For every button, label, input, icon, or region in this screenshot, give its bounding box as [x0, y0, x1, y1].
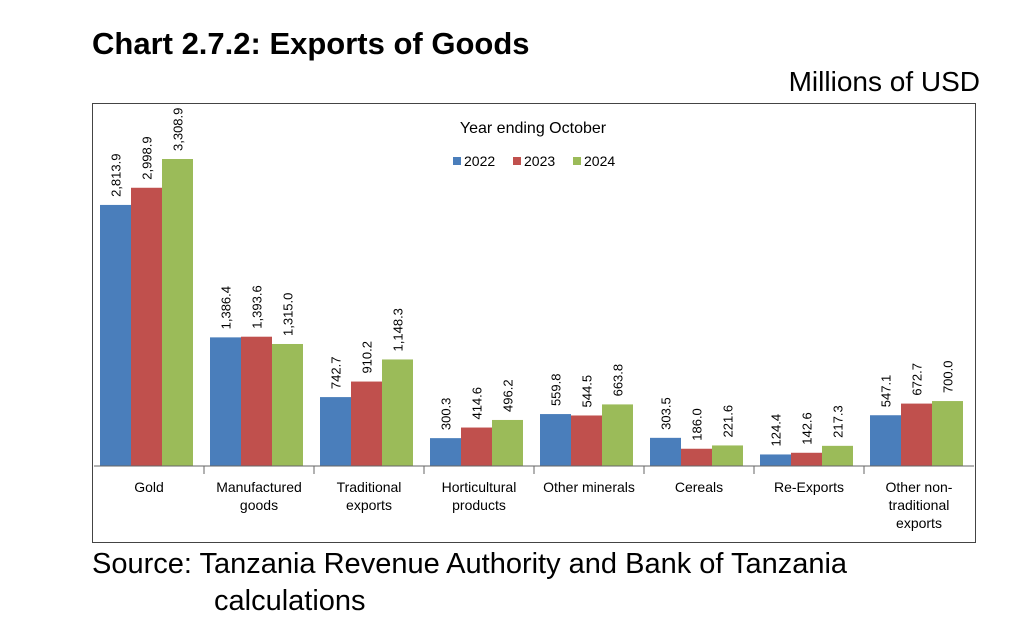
- legend-swatch-2023: [513, 157, 521, 165]
- data-label-2024-0: 3,308.9: [171, 108, 186, 151]
- data-label-2024-6: 217.3: [831, 405, 846, 438]
- legend-label-2023: 2023: [524, 153, 555, 169]
- source-line-2: calculations: [214, 585, 366, 617]
- data-label-2024-4: 663.8: [611, 364, 626, 397]
- data-label-2023-7: 672.7: [910, 363, 925, 396]
- units-label: Millions of USD: [788, 66, 980, 97]
- data-label-2023-0: 2,998.9: [140, 136, 155, 179]
- bar-2022-7: [870, 415, 901, 466]
- data-label-2023-4: 544.5: [580, 375, 595, 408]
- bar-2023-3: [461, 427, 492, 466]
- data-label-2022-0: 2,813.9: [109, 154, 124, 197]
- category-label-2-0: Traditional: [337, 479, 402, 495]
- data-label-2022-5: 303.5: [659, 397, 674, 430]
- legend-label-2024: 2024: [584, 153, 615, 169]
- category-label-1-0: Manufactured: [216, 479, 302, 495]
- category-label-7-0: Other non-: [886, 479, 953, 495]
- data-label-2023-1: 1,393.6: [250, 285, 265, 328]
- bar-2022-5: [650, 437, 681, 466]
- data-label-2022-1: 1,386.4: [219, 286, 234, 329]
- data-label-2024-1: 1,315.0: [281, 293, 296, 336]
- bar-2024-5: [712, 445, 743, 466]
- bar-2022-6: [760, 454, 791, 466]
- bar-2024-1: [272, 343, 303, 466]
- bar-2023-6: [791, 452, 822, 466]
- legend-swatch-2024: [573, 157, 581, 165]
- data-label-2022-7: 547.1: [879, 375, 894, 408]
- category-label-0-0: Gold: [134, 479, 164, 495]
- bar-2023-1: [241, 336, 272, 466]
- bar-2024-0: [162, 159, 193, 466]
- bar-2023-2: [351, 381, 382, 466]
- bar-2023-7: [901, 403, 932, 466]
- bar-chart: Year ending October 2022 2023 2024 2,813.9 2,…: [94, 108, 974, 531]
- bar-2024-2: [382, 359, 413, 466]
- bar-2023-5: [681, 448, 712, 466]
- category-label-3-1: products: [452, 497, 506, 513]
- source-line-1: Source: Tanzania Revenue Authority and B…: [92, 548, 848, 580]
- bar-2022-4: [540, 414, 571, 466]
- data-label-2024-7: 700.0: [941, 361, 956, 394]
- bar-2022-0: [100, 204, 131, 466]
- bar-2024-4: [602, 404, 633, 466]
- data-label-2023-5: 186.0: [690, 408, 705, 441]
- data-label-2023-2: 910.2: [360, 341, 375, 374]
- bar-2023-4: [571, 415, 602, 466]
- data-label-2022-6: 124.4: [769, 414, 784, 447]
- category-label-4-0: Other minerals: [543, 479, 635, 495]
- category-label-2-1: exports: [346, 497, 392, 513]
- data-label-2024-2: 1,148.3: [391, 308, 406, 351]
- data-label-2023-6: 142.6: [800, 412, 815, 445]
- data-label-2024-5: 221.6: [721, 405, 736, 438]
- source-note: Source: Tanzania Revenue Authority and B…: [92, 546, 847, 620]
- data-label-2022-3: 300.3: [439, 398, 454, 431]
- category-label-7-1: traditional: [889, 497, 950, 513]
- chart-title: Chart 2.7.2: Exports of Goods: [92, 26, 530, 61]
- category-label-7-2: exports: [896, 515, 942, 531]
- data-label-2024-3: 496.2: [501, 379, 516, 412]
- bar-2023-0: [131, 187, 162, 466]
- bar-2024-3: [492, 419, 523, 466]
- data-label-2022-4: 559.8: [549, 374, 564, 407]
- bar-2024-6: [822, 445, 853, 466]
- bar-2022-1: [210, 337, 241, 466]
- bar-2024-7: [932, 401, 963, 466]
- legend-title: Year ending October: [460, 120, 607, 137]
- category-label-1-1: goods: [240, 497, 278, 513]
- legend-swatch-2022: [453, 157, 461, 165]
- chart-frame: Year ending October 2022 2023 2024 2,813.9 2,…: [92, 103, 976, 543]
- bar-2022-2: [320, 397, 351, 466]
- category-label-6-0: Re-Exports: [774, 479, 844, 495]
- bar-2022-3: [430, 438, 461, 466]
- data-label-2022-2: 742.7: [329, 357, 344, 390]
- category-label-5-0: Cereals: [675, 479, 723, 495]
- data-label-2023-3: 414.6: [470, 387, 485, 420]
- category-label-3-0: Horticultural: [442, 479, 517, 495]
- legend-label-2022: 2022: [464, 153, 495, 169]
